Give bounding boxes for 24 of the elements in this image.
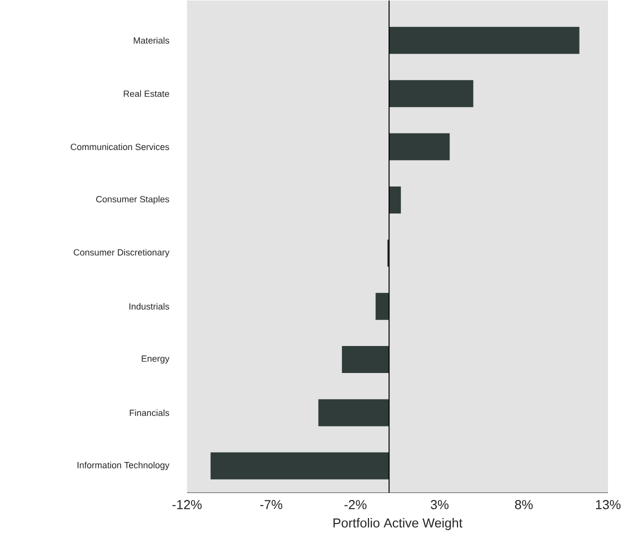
x-tick-label: -7% [260,500,282,510]
x-tick-label: 8% [515,500,533,510]
x-tick-label: -2% [344,500,366,510]
bar [389,27,580,54]
y-tick-label: Communication Services [70,144,170,150]
y-tick-label: Materials [134,37,170,44]
x-axis-title: Portfolio Active Weight [334,518,462,530]
x-tick-label: 13% [596,500,621,510]
y-tick-label: Real Estate [124,90,170,98]
y-tick-label: Information Technology [78,462,170,470]
y-tick-label: Industrials [129,303,170,310]
bar [342,346,390,374]
x-tick-label: -12% [172,500,202,510]
bar [210,452,390,480]
bar [389,80,474,108]
y-tick-label: Consumer Discretionary [74,249,170,258]
bar [389,186,401,214]
y-tick-label: Energy [142,356,170,364]
bar [318,399,390,426]
y-tick-label: Consumer Staples [96,196,170,204]
x-tick-label: 3% [430,500,449,510]
y-tick-label: Financials [130,410,170,416]
bar [376,293,390,320]
bar [389,134,450,161]
